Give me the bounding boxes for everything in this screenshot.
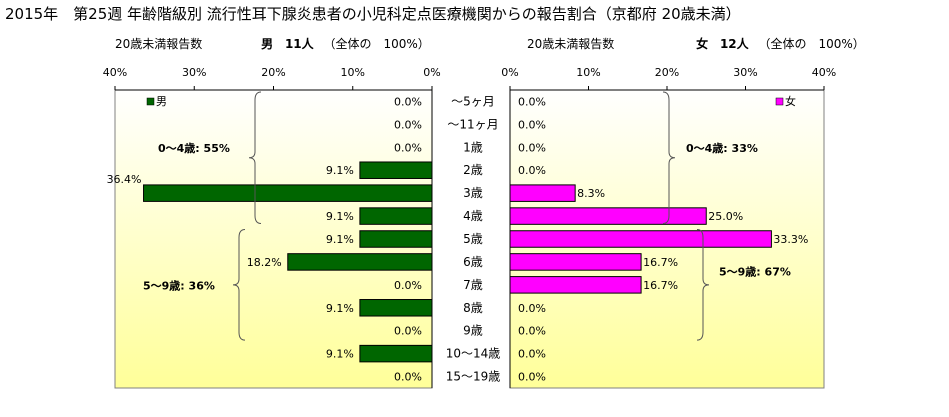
male-bar	[359, 299, 433, 317]
left-header: 20歳未満報告数 男 11人 （全体の 100%）	[115, 35, 430, 52]
brace-male-0-4	[248, 91, 262, 225]
annotation-female-0-4: 0～4歳: 33%	[686, 141, 758, 155]
female-bar	[509, 230, 772, 248]
category-label: 3歳	[463, 186, 483, 200]
female-data-label: 0.0%	[518, 141, 546, 154]
male-data-label: 9.1%	[326, 348, 354, 361]
male-data-label: 18.2%	[247, 256, 282, 269]
female-data-label: 16.7%	[643, 279, 678, 292]
x-tick-label-right: 40%	[812, 66, 836, 79]
male-bar	[143, 184, 433, 202]
male-bar	[359, 344, 433, 363]
category-label: 15～19歳	[446, 370, 501, 384]
right-header-total: （全体の 100%）	[758, 37, 865, 51]
annotation-male-0-4: 0～4歳: 55%	[158, 141, 230, 155]
x-tick-label-right: 20%	[655, 66, 679, 79]
male-data-label: 9.1%	[326, 302, 354, 315]
right-header-label: 20歳未満報告数	[527, 37, 615, 51]
male-data-label: 0.0%	[394, 141, 422, 154]
left-header-count: 11人	[284, 37, 314, 51]
left-header-label: 20歳未満報告数	[115, 37, 203, 51]
category-label: 5歳	[463, 232, 483, 246]
male-data-label: 0.0%	[394, 95, 422, 108]
left-header-sex: 男	[261, 37, 274, 51]
x-tick-label-right: 30%	[733, 66, 757, 79]
category-label: ～5ヶ月	[451, 94, 495, 108]
male-data-label: 9.1%	[326, 164, 354, 177]
female-data-label: 0.0%	[518, 371, 546, 384]
male-data-label: 36.4%	[107, 173, 142, 186]
legend-female-swatch	[775, 97, 784, 106]
female-data-label: 16.7%	[643, 256, 678, 269]
chart-title: 2015年 第25週 年齢階級別 流行性耳下腺炎患者の小児科定点医療機関からの報…	[5, 5, 741, 23]
brace-female-5-9	[696, 229, 710, 341]
female-bar	[509, 276, 642, 294]
annotation-male-5-9: 5～9歳: 36%	[143, 278, 215, 292]
male-data-label: 9.1%	[326, 233, 354, 246]
female-data-label: 0.0%	[518, 348, 546, 361]
legend-female-label: 女	[785, 94, 796, 108]
brace-female-0-4	[662, 91, 676, 225]
legend-male-swatch	[146, 97, 155, 106]
female-data-label: 25.0%	[708, 210, 743, 223]
x-tick-label-left: 20%	[261, 66, 285, 79]
legend-male-label: 男	[156, 95, 167, 108]
right-header: 20歳未満報告数 女 12人 （全体の 100%）	[527, 35, 865, 52]
female-data-label: 0.0%	[518, 325, 546, 338]
female-data-label: 8.3%	[577, 187, 605, 200]
female-bar	[509, 253, 642, 271]
category-label: 2歳	[463, 163, 483, 177]
male-data-label: 0.0%	[394, 325, 422, 338]
category-label: 8歳	[463, 301, 483, 315]
male-bar	[359, 230, 433, 248]
category-label: 6歳	[463, 255, 483, 269]
female-data-label: 0.0%	[518, 164, 546, 177]
male-bar	[287, 253, 433, 271]
category-label: 1歳	[463, 140, 483, 154]
male-bar	[359, 207, 433, 225]
category-label: 10～14歳	[446, 347, 501, 361]
male-bar	[359, 161, 433, 179]
category-label: 9歳	[463, 324, 483, 338]
category-label: 7歳	[463, 278, 483, 292]
x-tick-label-left: 30%	[182, 66, 206, 79]
category-label: ～11ヶ月	[447, 117, 498, 131]
right-header-sex: 女	[696, 37, 709, 51]
category-label: 4歳	[463, 209, 483, 223]
male-data-label: 0.0%	[394, 279, 422, 292]
x-tick-label-left: 10%	[341, 66, 365, 79]
left-header-total: （全体の 100%）	[323, 37, 430, 51]
x-tick-label-right: 10%	[576, 66, 600, 79]
female-data-label: 0.0%	[518, 302, 546, 315]
male-data-label: 0.0%	[394, 371, 422, 384]
female-data-label: 33.3%	[773, 233, 808, 246]
female-data-label: 0.0%	[518, 95, 546, 108]
x-tick-label-left: 0%	[423, 66, 440, 79]
annotation-female-5-9: 5～9歳: 67%	[719, 264, 791, 278]
male-data-label: 0.0%	[394, 118, 422, 131]
female-data-label: 0.0%	[518, 118, 546, 131]
x-tick-label-left: 40%	[103, 66, 127, 79]
female-bar	[509, 207, 707, 225]
brace-male-5-9	[232, 229, 246, 341]
female-bar	[509, 184, 576, 202]
right-header-count: 12人	[719, 37, 749, 51]
x-tick-label-right: 0%	[501, 66, 518, 79]
male-data-label: 9.1%	[326, 210, 354, 223]
